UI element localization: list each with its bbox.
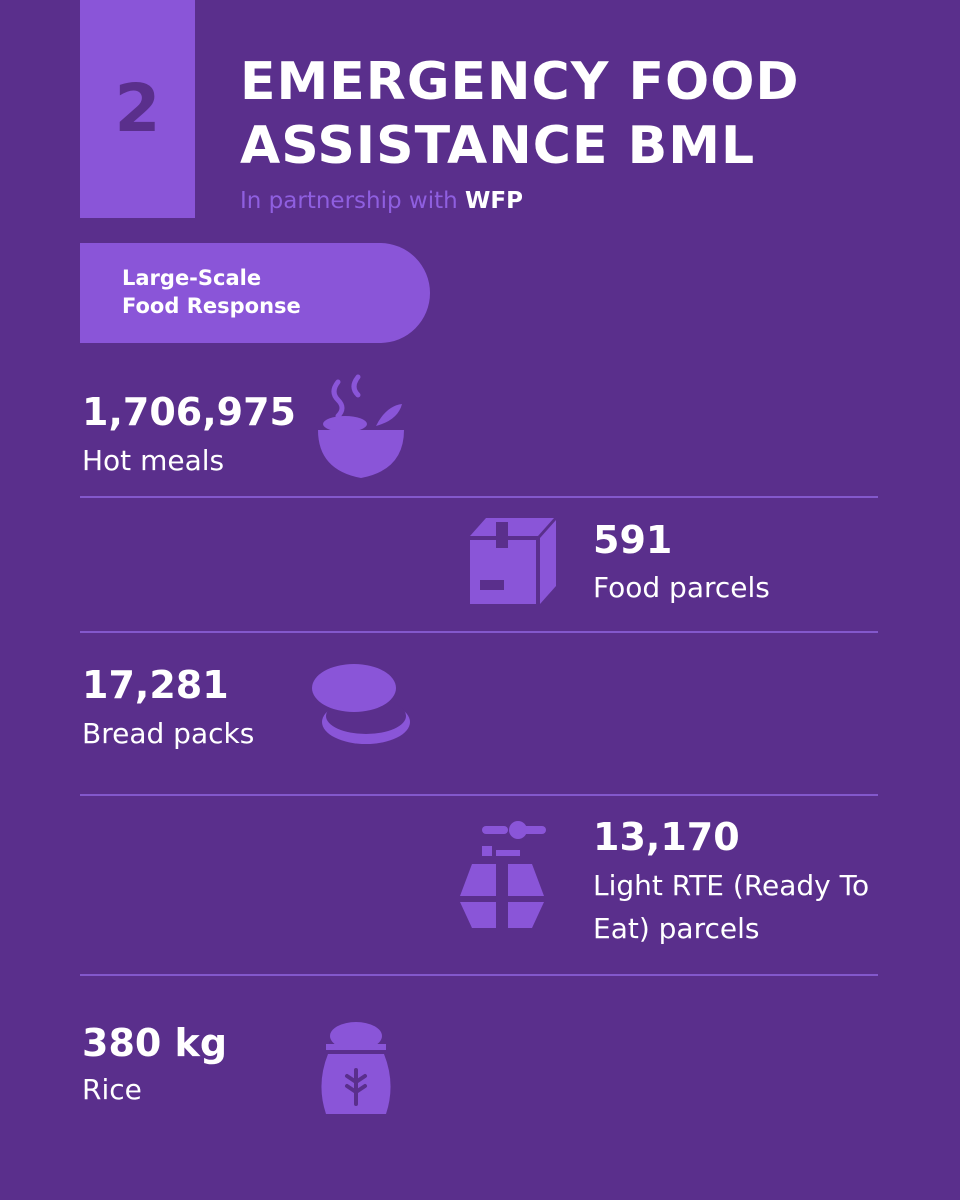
number-box bbox=[80, 0, 195, 218]
stat-label: Light RTE (Ready To Eat) parcels bbox=[593, 869, 870, 945]
stat-value: 17,281 bbox=[82, 663, 229, 707]
bowl-icon bbox=[318, 374, 404, 478]
stat-value: 591 bbox=[593, 518, 673, 562]
tag-pill bbox=[80, 243, 430, 343]
stat-value: 13,170 bbox=[593, 815, 740, 859]
rice-icon bbox=[321, 1022, 391, 1114]
partner: WFP bbox=[465, 188, 523, 214]
divider bbox=[80, 631, 878, 633]
subtitle-text: In partnership with bbox=[240, 188, 458, 214]
title: EMERGENCY FOOD bbox=[240, 52, 800, 112]
divider bbox=[80, 496, 878, 498]
stat-value: 1,706,975 bbox=[82, 390, 296, 434]
stat-label: Bread packs bbox=[82, 717, 255, 750]
title: ASSISTANCE BML bbox=[240, 116, 756, 176]
tag-text: Large-Scale bbox=[122, 266, 262, 290]
section-number: 2 bbox=[114, 70, 161, 147]
stat-label: Food parcels bbox=[593, 571, 770, 604]
stat-label: Hot meals bbox=[82, 444, 225, 477]
stat-label: Rice bbox=[82, 1073, 142, 1106]
stat-value: 380 kg bbox=[82, 1021, 228, 1065]
bread-icon bbox=[312, 664, 410, 744]
subtitle: In partnership with WFP bbox=[240, 188, 523, 214]
divider bbox=[80, 974, 878, 976]
box-icon bbox=[470, 518, 556, 604]
divider bbox=[80, 794, 878, 796]
rte-icon bbox=[460, 821, 546, 928]
tag-text: Food Response bbox=[122, 294, 301, 318]
